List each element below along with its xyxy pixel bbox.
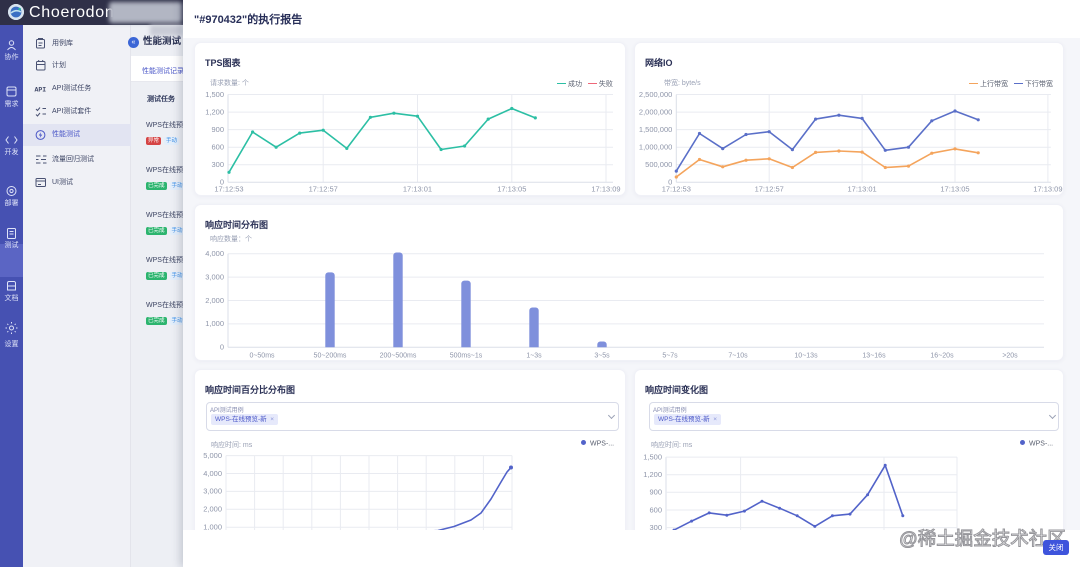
svg-text:1,000: 1,000: [203, 523, 222, 532]
svg-text:API: API: [35, 87, 47, 94]
svg-text:10~13s: 10~13s: [794, 352, 818, 359]
svg-text:16~20s: 16~20s: [930, 352, 954, 359]
svg-text:50~200ms: 50~200ms: [314, 352, 347, 359]
svg-text:>20s: >20s: [1002, 352, 1018, 359]
svg-text:5~7s: 5~7s: [662, 352, 678, 359]
svg-text:500,000: 500,000: [645, 160, 672, 169]
svg-text:17:12:57: 17:12:57: [309, 184, 338, 193]
svg-text:0~50ms: 0~50ms: [249, 352, 275, 359]
svg-text:300: 300: [211, 160, 224, 169]
svg-text:5,000: 5,000: [203, 451, 222, 460]
svg-text:900: 900: [211, 125, 224, 134]
svg-text:2,000,000: 2,000,000: [639, 107, 672, 116]
svg-text:3,000: 3,000: [203, 487, 222, 496]
svg-text:1,500,000: 1,500,000: [639, 125, 672, 134]
svg-text:1,200: 1,200: [205, 107, 224, 116]
svg-text:1,000: 1,000: [205, 319, 224, 328]
svg-text:17:13:05: 17:13:05: [940, 184, 969, 193]
svg-text:17:13:09: 17:13:09: [591, 184, 620, 193]
svg-text:4,000: 4,000: [203, 469, 222, 478]
svg-text:600: 600: [649, 505, 662, 514]
svg-text:17:12:53: 17:12:53: [214, 184, 243, 193]
svg-text:2,500,000: 2,500,000: [639, 90, 672, 99]
svg-text:3~5s: 3~5s: [594, 352, 610, 359]
svg-text:17:13:05: 17:13:05: [497, 184, 526, 193]
svg-text:1,500: 1,500: [205, 90, 224, 99]
svg-text:2,000: 2,000: [203, 505, 222, 514]
svg-text:300: 300: [649, 523, 662, 532]
svg-text:2,000: 2,000: [205, 296, 224, 305]
svg-text:7~10s: 7~10s: [728, 352, 748, 359]
svg-text:1~3s: 1~3s: [526, 352, 542, 359]
svg-text:900: 900: [649, 488, 662, 497]
svg-text:0: 0: [220, 343, 224, 352]
svg-text:17:13:01: 17:13:01: [847, 184, 876, 193]
svg-text:1,200: 1,200: [643, 470, 662, 479]
svg-text:500ms~1s: 500ms~1s: [450, 352, 483, 359]
svg-text:17:13:09: 17:13:09: [1033, 184, 1062, 193]
svg-text:600: 600: [211, 143, 224, 152]
svg-text:13~16s: 13~16s: [862, 352, 886, 359]
svg-text:4,000: 4,000: [205, 249, 224, 258]
svg-text:200~500ms: 200~500ms: [380, 352, 417, 359]
svg-text:17:12:57: 17:12:57: [755, 184, 784, 193]
svg-text:17:13:01: 17:13:01: [403, 184, 432, 193]
svg-text:1,500: 1,500: [643, 452, 662, 461]
svg-text:17:12:53: 17:12:53: [662, 184, 691, 193]
svg-text:0: 0: [220, 178, 224, 187]
svg-text:0: 0: [668, 178, 672, 187]
svg-text:3,000: 3,000: [205, 272, 224, 281]
svg-text:1,000,000: 1,000,000: [639, 143, 672, 152]
